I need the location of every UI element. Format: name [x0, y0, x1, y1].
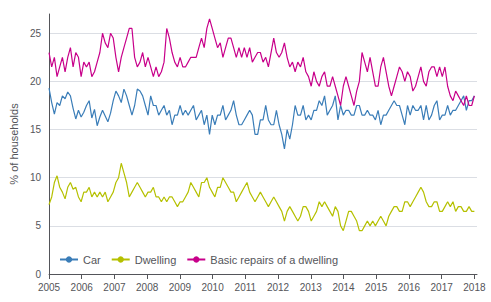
svg-text:2005: 2005 — [38, 282, 61, 293]
svg-text:2008: 2008 — [136, 282, 159, 293]
svg-text:10: 10 — [30, 172, 42, 183]
svg-text:% of households: % of households — [8, 103, 20, 185]
svg-text:2017: 2017 — [431, 282, 454, 293]
svg-text:25: 25 — [30, 28, 42, 39]
svg-text:2009: 2009 — [169, 282, 192, 293]
svg-text:2012: 2012 — [267, 282, 290, 293]
svg-text:15: 15 — [30, 124, 42, 135]
svg-text:5: 5 — [35, 220, 41, 231]
svg-text:20: 20 — [30, 76, 42, 87]
svg-text:Basic repairs of a dwelling: Basic repairs of a dwelling — [210, 254, 338, 266]
svg-text:2013: 2013 — [300, 282, 323, 293]
svg-text:2006: 2006 — [71, 282, 94, 293]
svg-text:2011: 2011 — [235, 282, 257, 293]
svg-text:Dwelling: Dwelling — [135, 254, 177, 266]
svg-text:2018: 2018 — [463, 282, 486, 293]
svg-text:2010: 2010 — [201, 282, 224, 293]
svg-text:2015: 2015 — [365, 282, 388, 293]
svg-text:2016: 2016 — [398, 282, 421, 293]
svg-text:2007: 2007 — [103, 282, 126, 293]
svg-text:Car: Car — [83, 254, 101, 266]
svg-text:0: 0 — [35, 269, 41, 280]
svg-text:2014: 2014 — [332, 282, 355, 293]
